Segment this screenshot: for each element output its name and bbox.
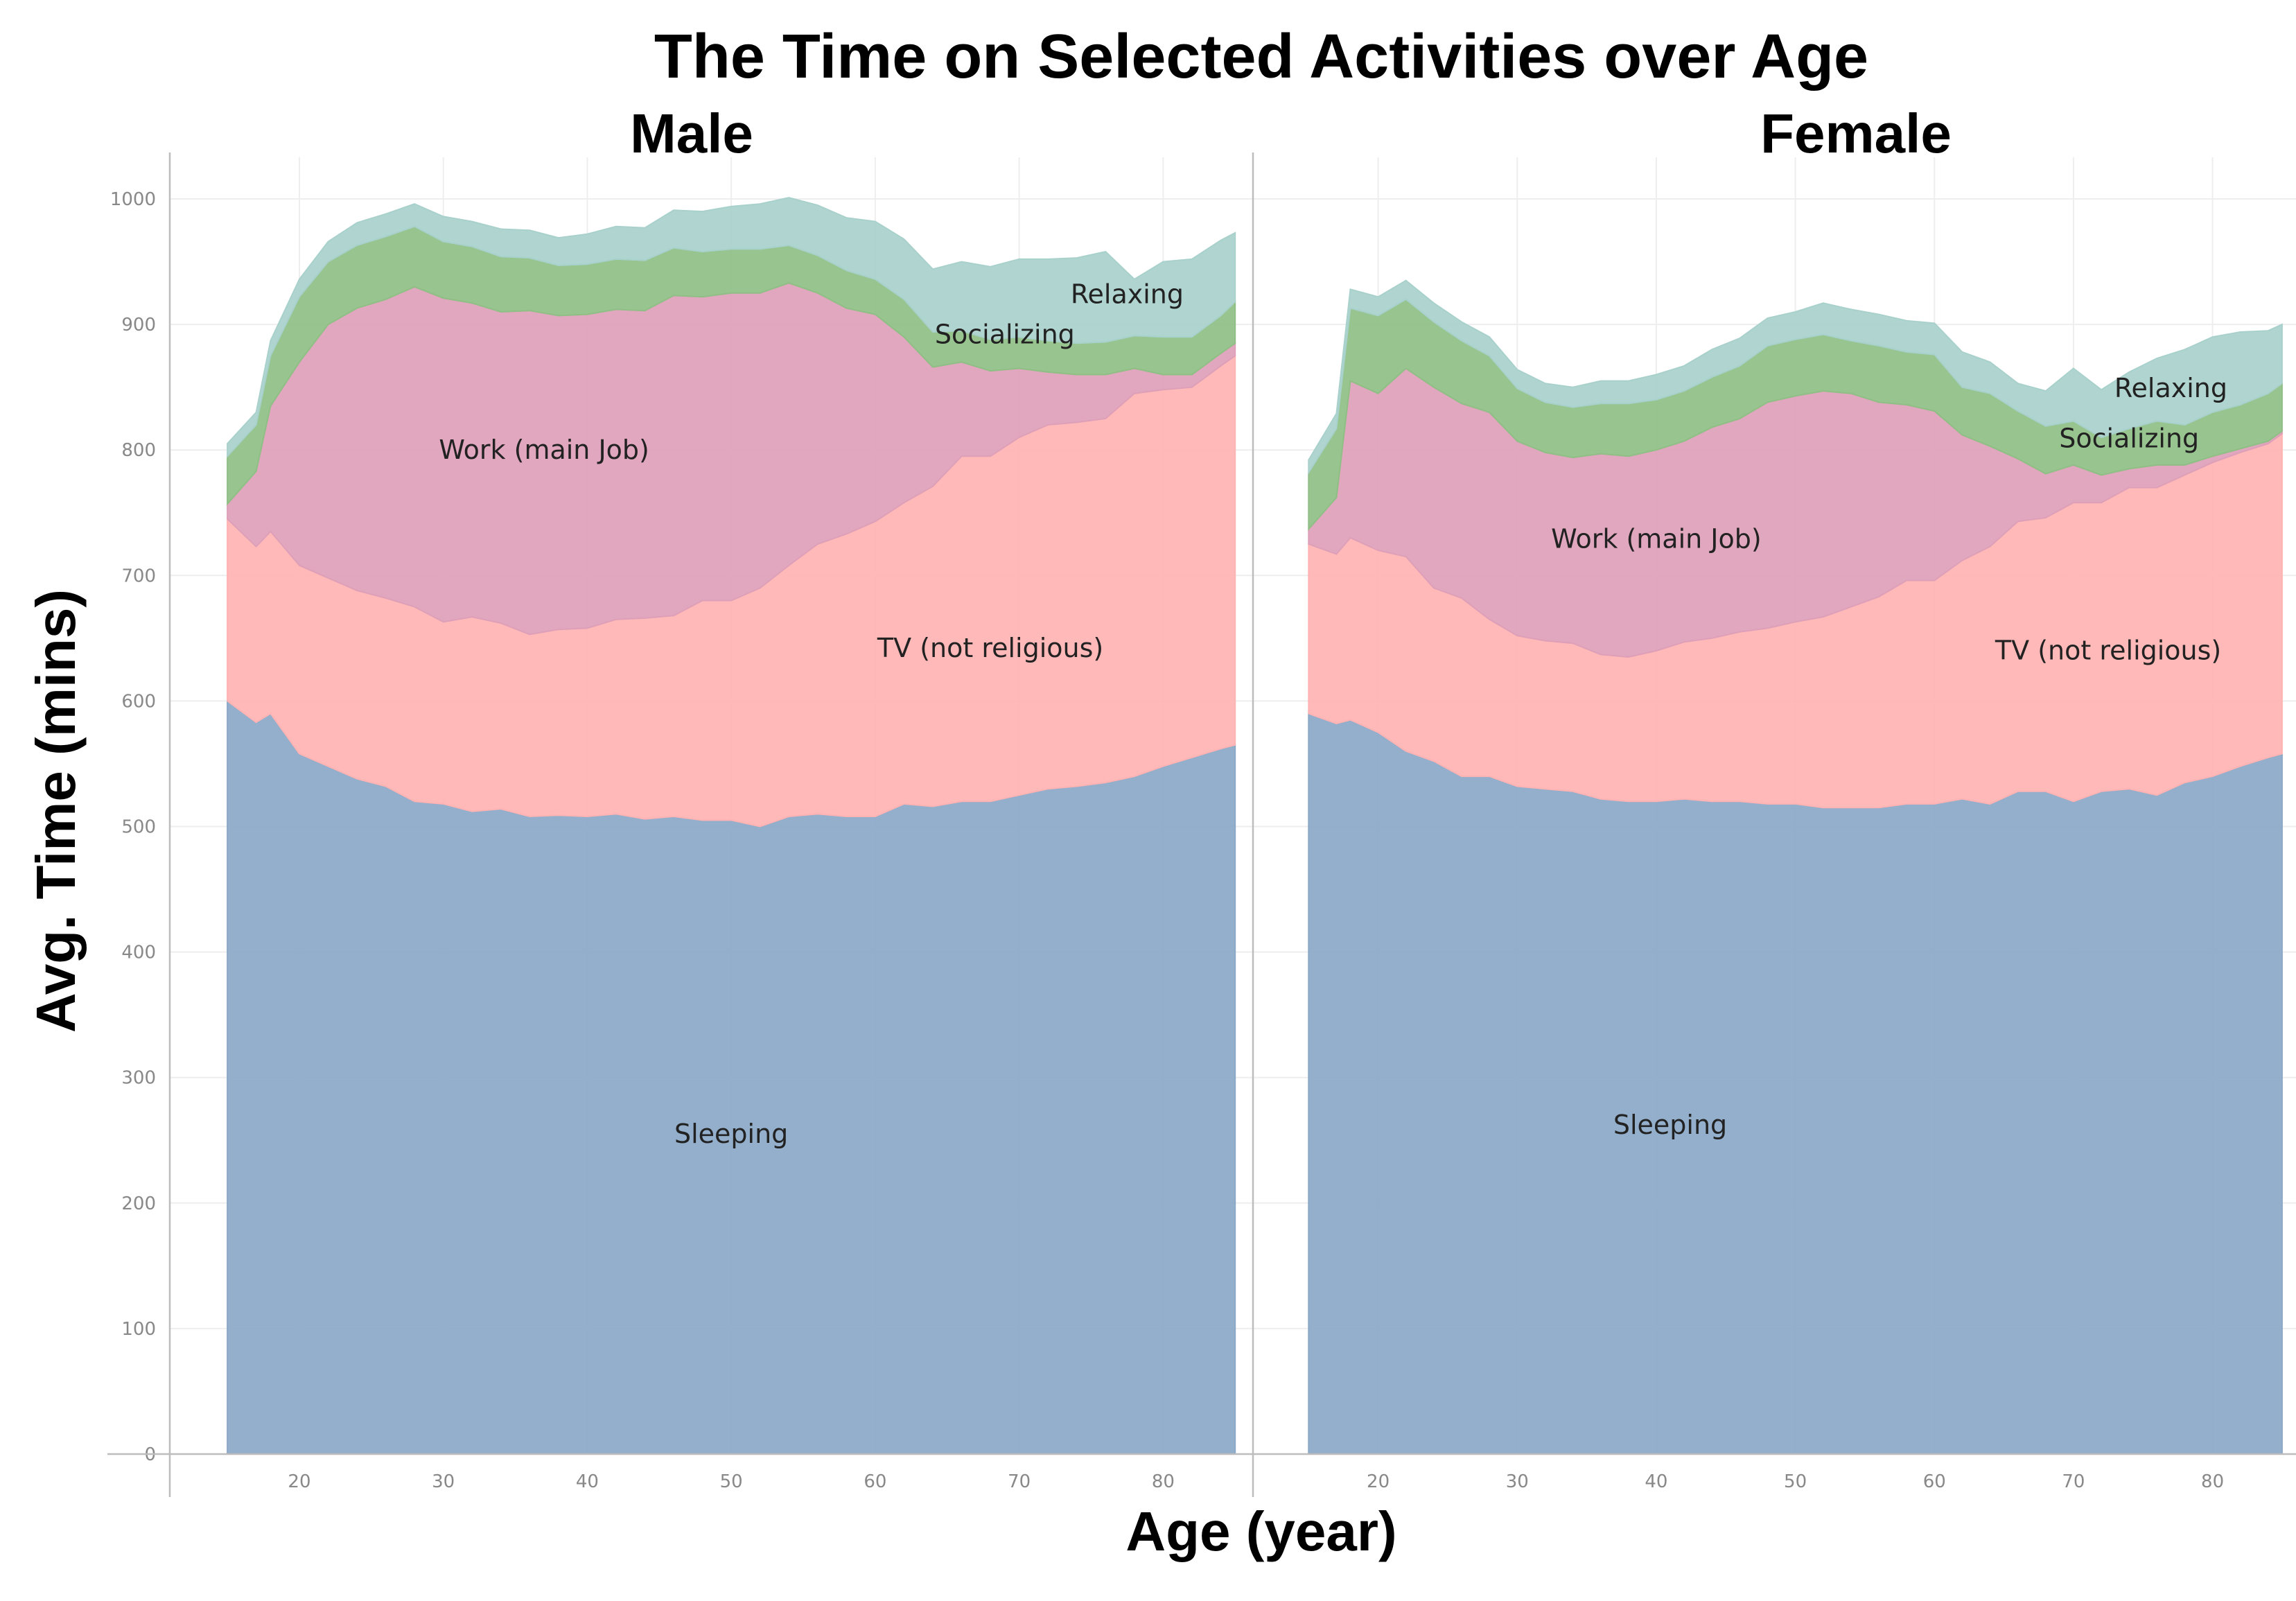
x-tick-label-male-70: 70: [1008, 1471, 1031, 1492]
series-label-male-tv-not-religious: TV (not religious): [877, 633, 1103, 663]
series-label-female-socializing: Socializing: [2059, 423, 2199, 454]
x-tick-label-female-80: 80: [2201, 1471, 2224, 1492]
series-label-male-sleeping: Sleeping: [674, 1119, 788, 1149]
x-tick-label-male-50: 50: [720, 1471, 743, 1492]
y-axis-label: Avg. Time (mins): [25, 589, 87, 1033]
panel-female: Sleeping TV (not religious) Work (main Job…: [1308, 157, 2283, 1492]
plot-area: 01002003004005006007008009001000Sleeping…: [107, 152, 2296, 1497]
x-tick-label-male-60: 60: [864, 1471, 886, 1492]
y-tick-label-700: 700: [121, 566, 156, 586]
x-tick-label-male-40: 40: [576, 1471, 599, 1492]
x-tick-label-male-30: 30: [432, 1471, 455, 1492]
x-tick-label-female-70: 70: [2062, 1471, 2085, 1492]
series-label-male-socializing: Socializing: [935, 319, 1075, 349]
series-label-male-relaxing: Relaxing: [1071, 279, 1184, 309]
series-label-female-work-main-job: Work (main Job): [1551, 523, 1762, 554]
x-tick-label-female-30: 30: [1506, 1471, 1529, 1492]
series-label-female-tv-not-religious: TV (not religious): [1995, 636, 2221, 666]
x-tick-label-female-20: 20: [1367, 1471, 1390, 1492]
x-axis-label: Age (year): [1125, 1501, 1396, 1562]
y-tick-label-800: 800: [121, 440, 156, 461]
y-tick-label-500: 500: [121, 817, 156, 838]
x-tick-label-male-80: 80: [1152, 1471, 1175, 1492]
x-tick-label-male-20: 20: [288, 1471, 310, 1492]
x-tick-label-female-50: 50: [1784, 1471, 1807, 1492]
series-label-male-work-main-job: Work (main Job): [439, 435, 649, 465]
y-tick-label-900: 900: [121, 315, 156, 335]
area-male-relaxing: [227, 197, 1236, 458]
y-tick-label-100: 100: [121, 1319, 156, 1340]
x-tick-label-female-40: 40: [1645, 1471, 1667, 1492]
chart-title: The Time on Selected Activities over Age: [654, 22, 1868, 91]
panel-title-male: Male: [630, 103, 753, 164]
y-tick-label-300: 300: [121, 1068, 156, 1089]
area-female-relaxing: [1308, 279, 2283, 475]
y-tick-label-200: 200: [121, 1193, 156, 1214]
series-label-female-sleeping: Sleeping: [1613, 1110, 1727, 1140]
y-tick-label-600: 600: [121, 691, 156, 712]
area-female-sleeping: [1308, 712, 2283, 1455]
panel-male: Sleeping TV (not religious) Work (main Job…: [227, 157, 1236, 1492]
x-tick-label-female-60: 60: [1923, 1471, 1946, 1492]
panel-title-female: Female: [1760, 103, 1952, 164]
y-tick-label-400: 400: [121, 943, 156, 963]
y-tick-label-1000: 1000: [110, 189, 156, 210]
series-label-female-relaxing: Relaxing: [2114, 373, 2227, 403]
